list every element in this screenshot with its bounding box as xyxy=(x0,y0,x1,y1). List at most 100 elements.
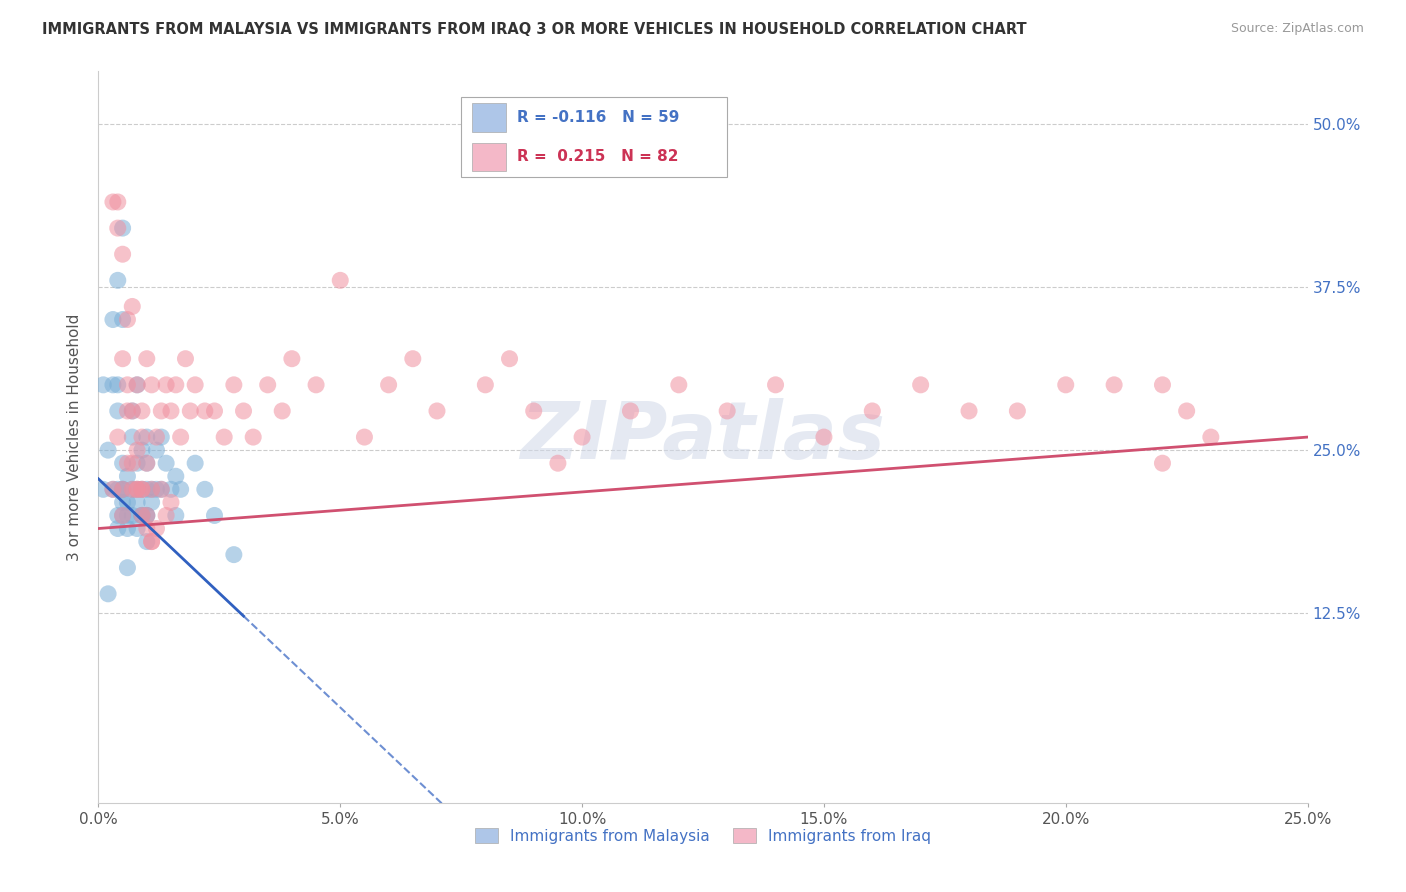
Point xyxy=(160,404,183,418)
Point xyxy=(716,404,738,418)
Point xyxy=(1199,430,1222,444)
Point xyxy=(135,456,157,470)
Point xyxy=(242,430,264,444)
Point xyxy=(165,508,187,523)
Point xyxy=(121,404,143,418)
Point xyxy=(141,483,163,497)
Point xyxy=(107,194,129,209)
Point xyxy=(117,495,139,509)
Point xyxy=(135,351,157,366)
Point xyxy=(117,456,139,470)
Point xyxy=(127,483,149,497)
Point xyxy=(121,483,143,497)
Point xyxy=(97,587,120,601)
Point xyxy=(117,404,139,418)
Point xyxy=(179,404,201,418)
Point xyxy=(111,495,134,509)
Point xyxy=(165,377,187,392)
Point xyxy=(101,377,124,392)
Point xyxy=(402,351,425,366)
Y-axis label: 3 or more Vehicles in Household: 3 or more Vehicles in Household xyxy=(67,313,83,561)
Point xyxy=(305,377,328,392)
Point xyxy=(131,508,153,523)
Point xyxy=(121,508,143,523)
Point xyxy=(184,456,207,470)
Point xyxy=(145,430,167,444)
Text: IMMIGRANTS FROM MALAYSIA VS IMMIGRANTS FROM IRAQ 3 OR MORE VEHICLES IN HOUSEHOLD: IMMIGRANTS FROM MALAYSIA VS IMMIGRANTS F… xyxy=(42,22,1026,37)
Point xyxy=(111,247,134,261)
Point xyxy=(127,443,149,458)
Point xyxy=(117,521,139,535)
Point xyxy=(107,404,129,418)
Text: ZIPatlas: ZIPatlas xyxy=(520,398,886,476)
Point xyxy=(155,456,177,470)
Point xyxy=(256,377,278,392)
Point xyxy=(101,194,124,209)
Point xyxy=(498,351,520,366)
Point xyxy=(668,377,690,392)
Point xyxy=(135,483,157,497)
Point xyxy=(155,508,177,523)
Point xyxy=(353,430,375,444)
Point xyxy=(194,404,217,418)
Point xyxy=(111,483,134,497)
Point xyxy=(121,483,143,497)
Point xyxy=(117,312,139,326)
Point xyxy=(101,483,124,497)
Point xyxy=(474,377,496,392)
Point xyxy=(1152,377,1174,392)
Point xyxy=(135,521,157,535)
Point xyxy=(111,312,134,326)
Point xyxy=(111,508,134,523)
Point xyxy=(131,483,153,497)
Point xyxy=(271,404,294,418)
Point xyxy=(117,508,139,523)
Point xyxy=(111,351,134,366)
Point xyxy=(222,377,245,392)
Point xyxy=(117,469,139,483)
Point xyxy=(127,377,149,392)
Point xyxy=(91,377,114,392)
Point xyxy=(1007,404,1029,418)
Point xyxy=(127,495,149,509)
Point xyxy=(860,404,883,418)
Point xyxy=(619,404,641,418)
Point xyxy=(135,456,157,470)
Point xyxy=(145,483,167,497)
Point xyxy=(150,483,173,497)
Point xyxy=(131,508,153,523)
Point xyxy=(765,377,787,392)
Point xyxy=(127,483,149,497)
Point xyxy=(121,404,143,418)
Point xyxy=(107,221,129,235)
Point xyxy=(155,377,177,392)
Point xyxy=(547,456,569,470)
Text: Source: ZipAtlas.com: Source: ZipAtlas.com xyxy=(1230,22,1364,36)
Point xyxy=(141,483,163,497)
Point xyxy=(111,483,134,497)
Point xyxy=(127,377,149,392)
Point xyxy=(131,508,153,523)
Point xyxy=(135,430,157,444)
Point xyxy=(174,351,197,366)
Point xyxy=(141,377,163,392)
Point xyxy=(150,430,173,444)
Point xyxy=(281,351,304,366)
Point xyxy=(135,508,157,523)
Point xyxy=(813,430,835,444)
Point xyxy=(910,377,932,392)
Point xyxy=(111,508,134,523)
Point xyxy=(165,469,187,483)
Point xyxy=(957,404,980,418)
Point xyxy=(127,483,149,497)
Point xyxy=(1152,456,1174,470)
Point xyxy=(131,404,153,418)
Point xyxy=(101,483,124,497)
Point xyxy=(145,521,167,535)
Point xyxy=(117,377,139,392)
Point xyxy=(426,404,449,418)
Point xyxy=(131,483,153,497)
Point xyxy=(101,312,124,326)
Point xyxy=(121,300,143,314)
Point xyxy=(131,443,153,458)
